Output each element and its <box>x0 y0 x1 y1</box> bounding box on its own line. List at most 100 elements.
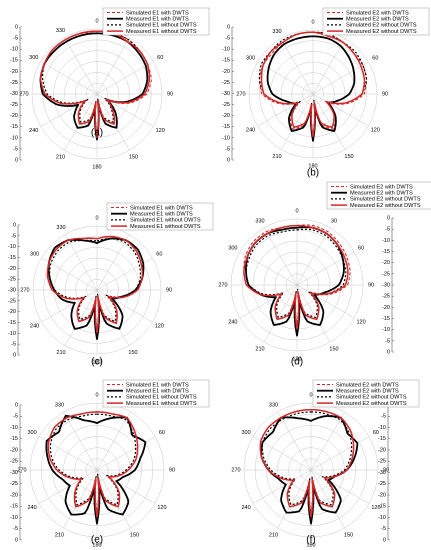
grid-spoke <box>280 93 314 150</box>
grid-spoke <box>310 436 370 471</box>
angle-tick-label: 0 <box>311 19 314 25</box>
angle-tick-label: 60 <box>372 55 378 61</box>
series-curve <box>258 31 368 140</box>
radial-tick-label: -25 <box>382 294 390 300</box>
polar-panel-1: 03060901201501802102402703003300-5-10-15… <box>10 7 210 170</box>
radial-tick-label: -15 <box>8 320 16 326</box>
angle-tick-label: 0 <box>95 18 98 24</box>
grid-spoke <box>63 469 98 529</box>
legend-label: Simulated E2 with DWTS <box>346 10 409 16</box>
radial-tick-label: 0 <box>387 215 390 221</box>
angle-tick-label: 150 <box>329 347 338 353</box>
angle-tick-label: 180 <box>292 356 301 362</box>
angle-tick-label: 90 <box>383 467 389 473</box>
angle-tick-label: 210 <box>269 532 278 538</box>
legend-label: Simulated E1 with DWTS <box>130 205 193 211</box>
angle-tick-label: 270 <box>20 287 29 293</box>
radial-tick-label: -25 <box>8 277 16 283</box>
grid-spoke <box>64 289 98 346</box>
grid-spoke <box>64 234 98 291</box>
legend-label: Simulated E2 with DWTS <box>350 184 413 190</box>
angle-tick-label: 270 <box>218 282 227 288</box>
radial-tick-label: -25 <box>10 102 18 108</box>
radial-tick-label: -5 <box>381 414 386 420</box>
series-curve <box>49 413 137 516</box>
grid-spoke <box>40 61 98 95</box>
grid-spoke <box>277 411 312 471</box>
grid-spoke <box>257 93 314 127</box>
radial-tick-label: -5 <box>13 146 18 152</box>
radial-tick-label: -20 <box>8 266 16 272</box>
grid-spoke <box>96 436 156 471</box>
angle-tick-label: 90 <box>166 287 172 293</box>
series-curve <box>46 235 144 334</box>
angle-tick-label: 150 <box>128 350 137 356</box>
angle-tick-label: 0 <box>295 208 298 214</box>
legend-label: Measured E2 with DWTS <box>346 16 409 22</box>
angle-tick-label: 60 <box>156 251 162 257</box>
radial-tick-label: 0 <box>15 24 18 30</box>
radial-tick-label: -10 <box>8 244 16 250</box>
polar-panel-5: 03060901201501802102402703003300-5-10-15… <box>10 379 210 548</box>
radial-tick-label: -10 <box>222 47 230 53</box>
angle-tick-label: 330 <box>55 403 64 409</box>
angle-tick-label: 90 <box>368 282 374 288</box>
grid-spoke <box>96 37 130 95</box>
radial-tick-label: -25 <box>8 298 16 304</box>
series-curve <box>47 411 139 518</box>
radial-tick-label: -20 <box>378 492 386 498</box>
radial-tick-label: -20 <box>222 113 230 119</box>
angle-tick-label: 120 <box>156 128 165 134</box>
radial-tick-label: -20 <box>10 492 18 498</box>
radial-axis: 0 -5 -10 -15 -20 -25 -30 -25 -20 -15 -10 -5 0 <box>8 222 20 358</box>
radial-tick-label: -10 <box>10 135 18 141</box>
polar-panel-6: 03060901201501802102402703003300-5-10-15… <box>231 379 420 548</box>
angle-tick-label: 150 <box>344 532 353 538</box>
grid-spoke <box>96 469 131 529</box>
radial-tick-label: -20 <box>8 309 16 315</box>
radial-tick-label: -15 <box>10 504 18 510</box>
radial-tick-label: -20 <box>378 447 386 453</box>
legend-label: Simulated E1 without DWTS <box>130 218 201 224</box>
grid-spoke <box>96 61 154 95</box>
panel-label: (f) <box>306 535 315 546</box>
angle-tick-label: 210 <box>55 532 64 538</box>
legend-label: Measured E2 with DWTS <box>336 388 399 394</box>
angle-tick-label: 270 <box>236 91 245 97</box>
angle-tick-label: 240 <box>246 127 255 133</box>
angle-tick-label: 270 <box>17 467 26 473</box>
radial-tick-label: -30 <box>378 470 386 476</box>
radial-tick-label: 0 <box>227 24 230 30</box>
radial-tick-label: -25 <box>10 481 18 487</box>
radial-tick-label: -30 <box>382 282 390 288</box>
legend-label: Measured E2 without DWTS <box>350 203 421 209</box>
angle-tick-label: 60 <box>358 245 364 251</box>
angle-tick-label: 0 <box>95 392 98 398</box>
radial-tick-label: -15 <box>378 504 386 510</box>
radial-tick-label: -5 <box>385 227 390 233</box>
grid-spoke <box>96 234 130 291</box>
angle-tick-label: 270 <box>231 467 240 473</box>
series-curve <box>245 228 347 328</box>
grid-spoke <box>310 469 345 529</box>
angle-tick-label: 90 <box>167 91 173 97</box>
legend-label: Measured E1 with DWTS <box>126 16 189 22</box>
angle-tick-label: 60 <box>373 430 379 436</box>
radial-tick-label: -20 <box>222 69 230 75</box>
radial-tick-label: -10 <box>382 238 390 244</box>
angle-tick-label: 330 <box>56 28 65 34</box>
radial-tick-label: -5 <box>13 414 18 420</box>
radial-tick-label: -15 <box>8 255 16 261</box>
radial-tick-label: 0 <box>387 349 390 355</box>
radial-tick-label: -15 <box>382 249 390 255</box>
legend-label: Simulated E1 with DWTS <box>126 382 189 388</box>
polar-panel-2: 03060901201501802102402703003300-5-10-15… <box>222 7 430 179</box>
grid-spoke <box>296 284 355 319</box>
angle-tick-label: 300 <box>27 430 36 436</box>
radial-tick-label: -30 <box>222 91 230 97</box>
angle-tick-label: 330 <box>56 225 65 231</box>
angle-tick-label: 120 <box>155 323 164 329</box>
radial-axis: 0 -5 -10 -15 -20 -25 -30 -25 -20 -15 -10 -5 0 <box>10 24 22 163</box>
